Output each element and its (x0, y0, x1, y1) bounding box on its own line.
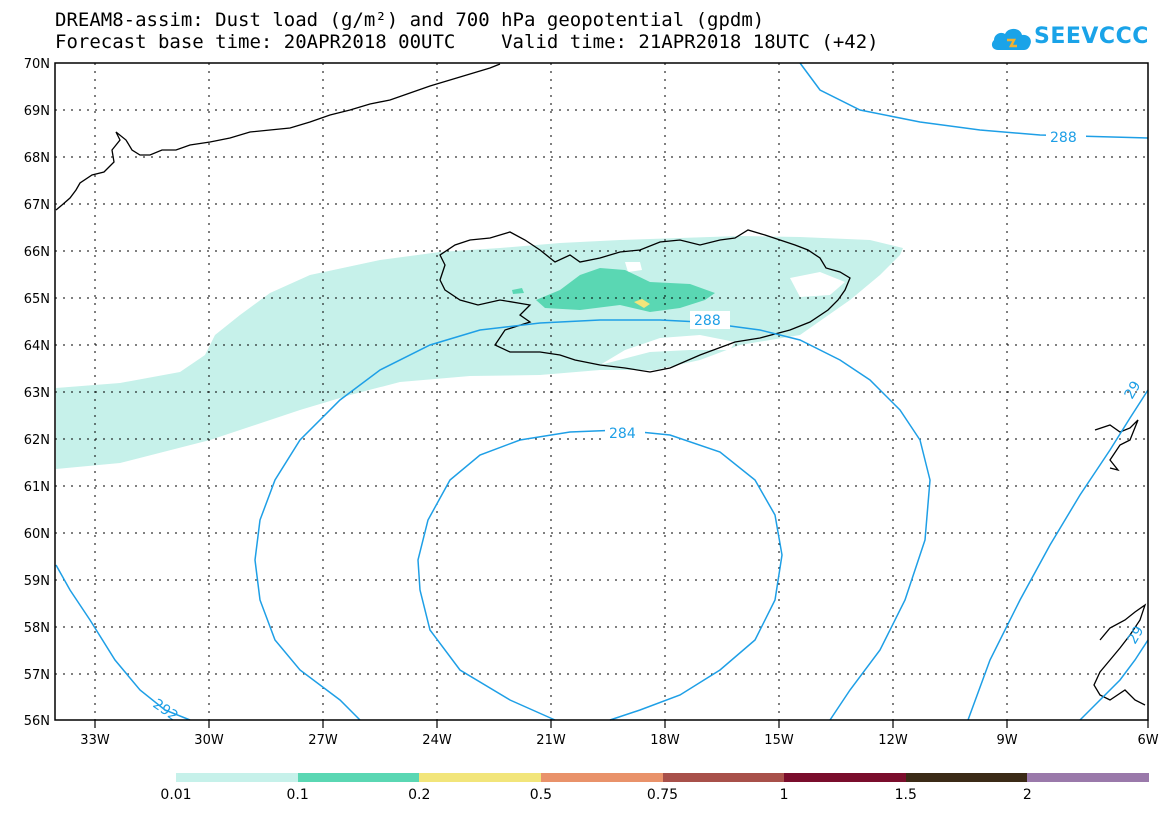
seevccc-logo: SEEVCCC (990, 22, 1148, 56)
contour-288-upper (799, 62, 1149, 139)
dust-area-white-hole1 (600, 335, 735, 365)
dust-area-high (634, 299, 650, 308)
lon-gridlines (94, 63, 1008, 720)
dust-area-light (56, 236, 903, 469)
contour-284 (417, 429, 783, 721)
colorbar-swatch (540, 773, 663, 782)
lon-label: 24W (422, 733, 452, 748)
lat-label: 68N (24, 151, 50, 166)
dust-area-white-hole2 (790, 272, 845, 297)
colorbar-label: 1.5 (894, 787, 917, 803)
lat-label: 65N (24, 292, 50, 307)
longitude-labels: 33W 30W 27W 24W 21W 18W 15W 12W 9W 6W (80, 733, 1158, 748)
dust-area-mid (536, 268, 715, 312)
colorbar-label: 0.1 (286, 787, 309, 803)
colorbar-label: 2 (1022, 787, 1032, 803)
colorbar-label: 0.5 (529, 787, 553, 803)
latitude-labels: 70N 69N 68N 67N 66N 65N 64N 63N 62N 61N … (24, 57, 50, 729)
cloud-icon (991, 28, 1031, 50)
lat-label: 59N (24, 574, 50, 589)
lon-label: 21W (536, 733, 566, 748)
lat-label: 64N (24, 339, 50, 354)
colorbar-label: 0.2 (408, 787, 431, 803)
colorbar-swatch (662, 773, 785, 782)
lat-label: 69N (24, 104, 50, 119)
colorbar-swatch (419, 773, 541, 782)
dust-area-white-hole3 (625, 262, 642, 272)
colorbar-label: 0.01 (160, 787, 192, 803)
lon-label: 6W (1137, 733, 1158, 748)
contour-label-288-mid: 288 (694, 313, 721, 329)
lat-label: 67N (24, 198, 50, 213)
contour-labels: 288 288 284 292 29 29 (150, 128, 1148, 725)
greenland-coast (55, 63, 501, 211)
colorbar-swatch (176, 773, 298, 782)
contour-292-left (55, 564, 191, 721)
contour-288-main (254, 319, 931, 721)
logo-text: SEEVCCC (1034, 24, 1149, 49)
map-frame (54, 62, 1149, 721)
colorbar-swatch (297, 773, 420, 782)
contour-label-284: 284 (609, 426, 636, 442)
lat-label: 57N (24, 668, 50, 683)
contour-label-288-upper: 288 (1050, 130, 1077, 146)
lon-label: 18W (650, 733, 680, 748)
iceland-coast (439, 229, 851, 373)
faroe-coast (1094, 419, 1139, 472)
colorbar-label: 0.75 (646, 787, 679, 803)
contour-292-right2 (1079, 639, 1149, 721)
scotland-coast (1093, 603, 1147, 706)
lon-label: 12W (878, 733, 908, 748)
lat-label: 56N (24, 714, 50, 729)
geopotential-contours (55, 62, 1149, 721)
lat-label: 58N (24, 621, 50, 636)
lon-label: 27W (308, 733, 338, 748)
lat-label: 70N (24, 57, 50, 72)
lat-label: 66N (24, 245, 50, 260)
coastlines (55, 63, 1147, 706)
dust-field (56, 236, 903, 469)
contour-label-292-right-bottom: 29 (1125, 624, 1148, 647)
lon-label: 33W (80, 733, 110, 748)
lat-label: 60N (24, 527, 50, 542)
map-title-line2: Forecast base time: 20APR2018 00UTC Vali… (55, 31, 879, 53)
lat-label: 62N (24, 433, 50, 448)
contour-292-right (967, 389, 1149, 721)
lat-label: 61N (24, 480, 50, 495)
colorbar-swatch (1027, 773, 1149, 782)
map-title-line1: DREAM8-assim: Dust load (g/m²) and 700 h… (55, 9, 765, 31)
contour-label-292-right-top: 29 (1122, 379, 1145, 402)
lat-label: 63N (24, 386, 50, 401)
lon-label: 30W (194, 733, 224, 748)
axis-ticks (94, 720, 1149, 728)
colorbar-label: 1 (779, 787, 789, 803)
colorbar (176, 773, 1149, 782)
colorbar-swatch (784, 773, 906, 782)
lon-label: 15W (764, 733, 794, 748)
colorbar-swatch (905, 773, 1028, 782)
dust-area-mid-small (512, 288, 524, 294)
lon-label: 9W (996, 733, 1017, 748)
